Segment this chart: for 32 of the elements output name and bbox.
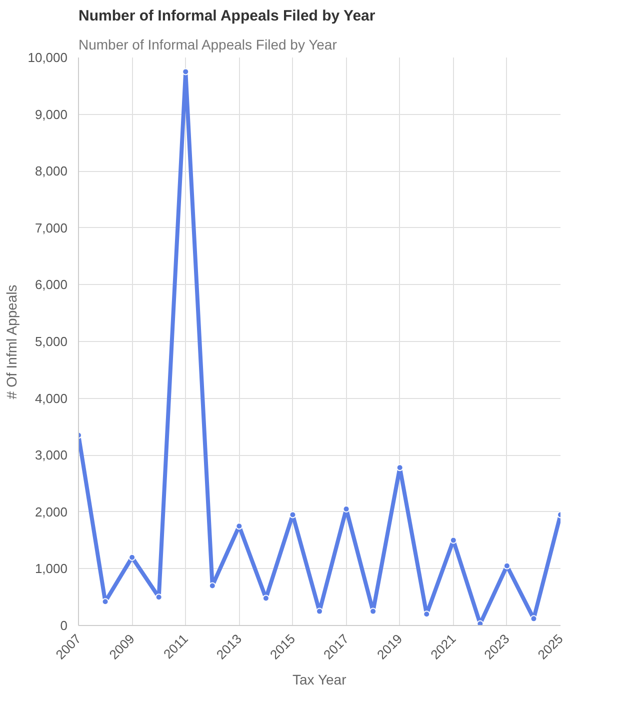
y-tick-label: 6,000 xyxy=(34,277,68,292)
y-tick-label: 7,000 xyxy=(34,220,68,236)
point xyxy=(208,582,216,590)
point xyxy=(236,522,243,530)
y-axis-title: # Of Infml Appeals xyxy=(4,284,20,400)
point xyxy=(342,506,350,513)
point xyxy=(316,608,323,615)
point xyxy=(450,536,457,544)
y-tick-label: 5,000 xyxy=(34,334,68,349)
point xyxy=(289,511,296,518)
chart-title: Number of Informal Appeals Filed by Year xyxy=(78,8,376,24)
point xyxy=(155,594,162,601)
chart-subtitle: Number of Informal Appeals Filed by Year xyxy=(78,36,338,52)
point xyxy=(503,562,510,570)
point xyxy=(530,615,538,622)
y-tick-label: 10,000 xyxy=(28,50,68,65)
y-tick-label: 4,000 xyxy=(34,390,68,406)
y-tick-label: 9,000 xyxy=(34,106,68,122)
point xyxy=(396,464,404,472)
y-tick-label: 0 xyxy=(60,618,68,633)
point xyxy=(128,554,136,561)
point xyxy=(262,594,270,602)
point xyxy=(102,598,109,606)
x-axis-title: Tax Year xyxy=(292,671,347,688)
y-tick-label: 1,000 xyxy=(34,561,68,576)
point xyxy=(182,68,190,76)
y-tick-label: 8,000 xyxy=(34,164,68,179)
y-tick-label: 3,000 xyxy=(34,448,68,463)
y-tick-label: 2,000 xyxy=(34,504,68,520)
point xyxy=(370,608,377,615)
point xyxy=(423,610,430,618)
point xyxy=(476,620,484,626)
